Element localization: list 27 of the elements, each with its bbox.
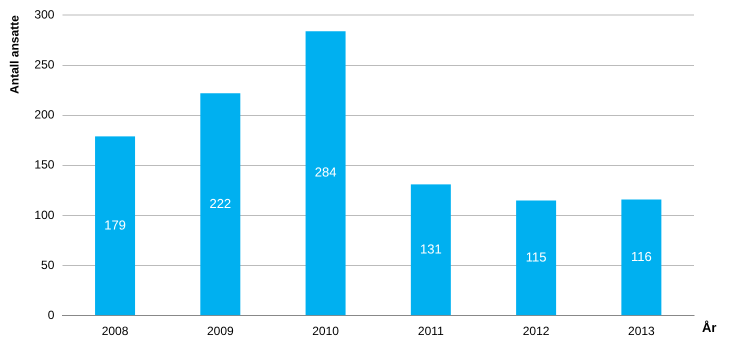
data-label: 179 xyxy=(104,217,126,232)
y-tick-label: 250 xyxy=(34,58,55,72)
x-tick-label: 2011 xyxy=(418,324,444,338)
x-tick-label: 2012 xyxy=(522,324,550,338)
data-label: 115 xyxy=(526,249,546,264)
bar xyxy=(95,136,136,316)
bar xyxy=(410,184,451,316)
x-tick-label: 2009 xyxy=(206,324,234,338)
x-axis-title: År xyxy=(702,320,716,336)
y-tick-label: 300 xyxy=(34,8,55,22)
bar xyxy=(200,93,240,316)
y-tick-label: 200 xyxy=(34,108,55,122)
data-label: 222 xyxy=(209,196,232,211)
bar xyxy=(306,31,346,316)
data-label: 284 xyxy=(314,164,336,180)
x-tick-label: 2008 xyxy=(102,324,129,338)
x-tick-label: 2010 xyxy=(312,324,340,338)
bar xyxy=(621,199,662,316)
data-label: 131 xyxy=(420,241,442,256)
y-tick-label: 50 xyxy=(41,258,55,272)
y-tick-label: 150 xyxy=(34,158,55,172)
data-label: 116 xyxy=(631,248,652,264)
y-axis-title: Antall ansatte xyxy=(8,14,22,94)
y-tick-label: 100 xyxy=(34,208,55,222)
y-tick-label: 0 xyxy=(48,308,55,322)
bar xyxy=(516,200,556,316)
x-tick-label: 2013 xyxy=(628,324,656,338)
